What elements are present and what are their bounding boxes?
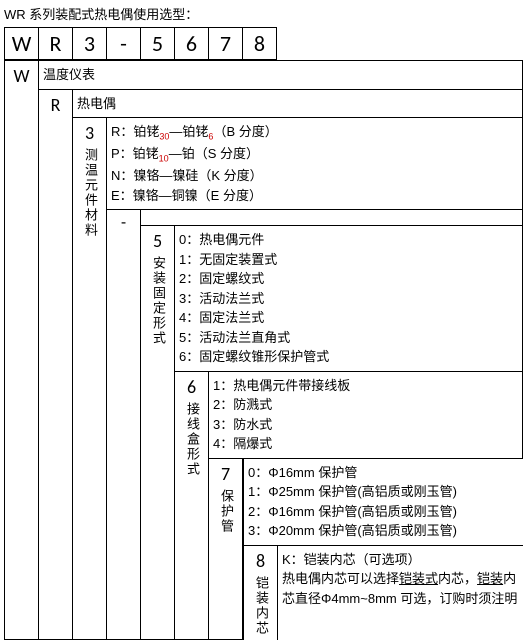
code-6: 7: [209, 28, 243, 60]
r-desc: 热电偶: [73, 89, 523, 118]
p6-line: 2：防溅式: [213, 395, 518, 415]
dash-cell: -: [107, 210, 141, 640]
p6-line: 3：防水式: [213, 415, 518, 435]
p8-num: 8: [246, 550, 275, 572]
p8-desc: K：铠装内芯（可选项） 热电偶内芯可以选择铠装式内芯，铠装内芯直径Φ4mm~8m…: [278, 545, 523, 640]
p8-label: 铠装内芯: [251, 576, 270, 636]
hierarchy-table: W 温度仪表 R 热电偶 3 测温元件材料 R：铂铑30—铂铑6（B 分度） P…: [4, 60, 523, 640]
code-row-table: W R 3 - 5 6 7 8: [4, 27, 277, 60]
subscript: 6: [208, 132, 213, 142]
p5-line: 2：固定螺纹式: [179, 269, 518, 289]
p6-cell: 6 接线盒形式: [175, 371, 209, 640]
w-desc: 温度仪表: [39, 61, 523, 90]
p3-line: P：铂铑10—铂（S 分度）: [111, 144, 518, 166]
code-2: 3: [73, 28, 107, 60]
p3-line: R：铂铑30—铂铑6（B 分度）: [111, 122, 518, 144]
p6-line: 1：热电偶元件带接线板: [213, 376, 518, 396]
p7-p8-wrapper: 0：Φ16mm 保护管 1：Φ25mm 保护管(高铝质或刚玉管) 2：Φ16mm…: [243, 458, 523, 640]
w-cell: W: [5, 61, 39, 640]
p6-line: 4：隔爆式: [213, 434, 518, 454]
dash-desc: [141, 210, 523, 226]
subscript: 10: [159, 154, 169, 164]
code-0: W: [5, 28, 39, 60]
p7-line: 0：Φ16mm 保护管: [248, 463, 519, 483]
p8-cell: 8 铠装内芯: [244, 545, 278, 640]
p3-num: 3: [75, 122, 104, 144]
p7-cell: 7 保护管: [209, 458, 243, 640]
p5-line: 0：热电偶元件: [179, 230, 518, 250]
p6-label: 接线盒形式: [182, 402, 201, 477]
p3-cell: 3 测温元件材料: [73, 118, 107, 640]
p7-num: 7: [211, 463, 240, 485]
p5-desc: 0：热电偶元件 1：无固定装置式 2：固定螺纹式 3：活动法兰式 4：固定法兰式…: [175, 226, 523, 372]
p5-label: 安装固定形式: [148, 256, 167, 346]
code-7: 8: [243, 28, 277, 60]
p6-desc: 1：热电偶元件带接线板 2：防溅式 3：防水式 4：隔爆式: [209, 371, 523, 458]
r-cell: R: [39, 89, 73, 640]
code-4: 5: [141, 28, 175, 60]
p5-line: 5：活动法兰直角式: [179, 328, 518, 348]
p5-line: 4：固定法兰式: [179, 308, 518, 328]
p6-num: 6: [177, 376, 206, 398]
p7-desc: 0：Φ16mm 保护管 1：Φ25mm 保护管(高铝质或刚玉管) 2：Φ16mm…: [244, 459, 523, 546]
code-5: 6: [175, 28, 209, 60]
subscript: 30: [159, 132, 169, 142]
p7-label: 保护管: [216, 489, 235, 534]
p3-line: E：镍铬—铜镍（E 分度）: [111, 186, 518, 206]
p3-label: 测温元件材料: [80, 148, 99, 238]
p5-cell: 5 安装固定形式: [141, 226, 175, 640]
code-1: R: [39, 28, 73, 60]
code-3: -: [107, 28, 141, 60]
p5-line: 6：固定螺纹锥形保护管式: [179, 347, 518, 367]
p7-line: 3：Φ20mm 保护管(高铝质或刚玉管): [248, 521, 519, 541]
p7-line: 1：Φ25mm 保护管(高铝质或刚玉管): [248, 482, 519, 502]
p5-num: 5: [143, 230, 172, 252]
page-title: WR 系列装配式热电偶使用选型：: [4, 4, 523, 23]
p7-line: 2：Φ16mm 保护管(高铝质或刚玉管): [248, 502, 519, 522]
p5-line: 1：无固定装置式: [179, 250, 518, 270]
p3-desc: R：铂铑30—铂铑6（B 分度） P：铂铑10—铂（S 分度） N：镍铬—镍硅（…: [107, 118, 523, 210]
p3-line: N：镍铬—镍硅（K 分度）: [111, 166, 518, 186]
p5-line: 3：活动法兰式: [179, 289, 518, 309]
